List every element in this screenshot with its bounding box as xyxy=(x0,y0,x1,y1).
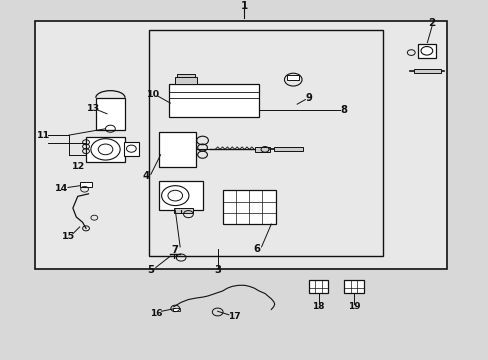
Bar xyxy=(159,181,203,210)
Text: 3: 3 xyxy=(214,265,221,275)
Text: 13: 13 xyxy=(86,104,100,113)
Bar xyxy=(86,137,125,162)
Text: 4: 4 xyxy=(142,171,149,181)
Bar xyxy=(308,280,328,293)
Bar xyxy=(417,44,435,58)
Bar xyxy=(159,131,195,167)
Bar xyxy=(287,75,299,80)
Bar xyxy=(149,30,383,256)
Text: 17: 17 xyxy=(228,312,241,321)
Bar xyxy=(96,98,125,130)
Bar xyxy=(173,208,193,213)
Text: 6: 6 xyxy=(253,244,260,255)
Bar xyxy=(172,308,179,311)
Text: 18: 18 xyxy=(312,302,324,311)
Bar xyxy=(175,77,197,84)
Text: 1: 1 xyxy=(241,1,247,11)
Bar xyxy=(168,84,259,117)
Text: 8: 8 xyxy=(339,105,346,115)
Text: 14: 14 xyxy=(55,184,68,193)
Text: 12: 12 xyxy=(72,162,85,171)
Bar xyxy=(35,21,446,269)
Bar xyxy=(177,73,195,77)
Bar xyxy=(413,69,440,73)
Text: 15: 15 xyxy=(62,232,75,241)
Bar xyxy=(344,280,363,293)
Text: 16: 16 xyxy=(150,309,162,318)
Bar xyxy=(273,147,303,151)
Text: 7: 7 xyxy=(171,245,178,255)
Bar xyxy=(222,190,276,224)
Text: 2: 2 xyxy=(427,18,435,28)
Text: 19: 19 xyxy=(347,302,360,311)
Bar xyxy=(255,147,269,152)
Bar xyxy=(124,141,139,156)
Text: 9: 9 xyxy=(305,94,312,103)
Text: 11: 11 xyxy=(37,131,50,140)
Text: 5: 5 xyxy=(147,265,154,275)
Bar xyxy=(80,182,92,188)
Text: 10: 10 xyxy=(146,90,160,99)
